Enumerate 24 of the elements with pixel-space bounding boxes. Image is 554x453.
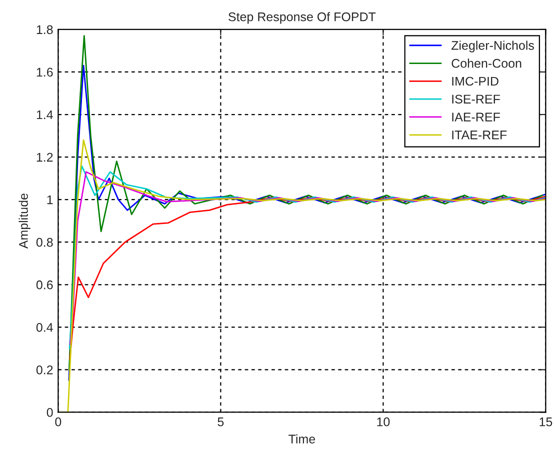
legend-label: ITAE-REF [452, 130, 507, 140]
legend-label: ISE-REF [452, 94, 500, 104]
legend-label: Cohen-Coon [452, 58, 522, 68]
y-tick-label: 1.8 [36, 25, 53, 34]
y-tick-label: 0 [46, 408, 53, 417]
legend-label: IAE-REF [452, 112, 500, 122]
x-axis-title: Time [288, 434, 316, 444]
x-tick-label: 0 [55, 417, 62, 426]
y-tick-label: 0.8 [36, 238, 53, 247]
legend-label: Ziegler-Nichols [451, 40, 534, 52]
line-series [69, 196, 546, 360]
y-tick-label: 1.6 [36, 68, 53, 77]
y-tick-label: 1 [47, 196, 53, 204]
y-tick-label: 1.2 [36, 152, 53, 162]
x-tick-label: 10 [377, 417, 390, 426]
x-tick-label: 5 [218, 418, 224, 426]
y-tick-label: 0.2 [36, 366, 53, 374]
x-tick-label: 15 [540, 418, 552, 426]
y-tick-label: 0.4 [36, 322, 53, 332]
y-tick-label: 0.6 [36, 280, 53, 290]
legend-label: IMC-PID [452, 76, 498, 86]
y-axis-title: Amplitude [18, 194, 30, 249]
y-tick-label: 1.4 [36, 110, 53, 120]
chart-title: Step Response Of FOPDT [228, 12, 376, 24]
